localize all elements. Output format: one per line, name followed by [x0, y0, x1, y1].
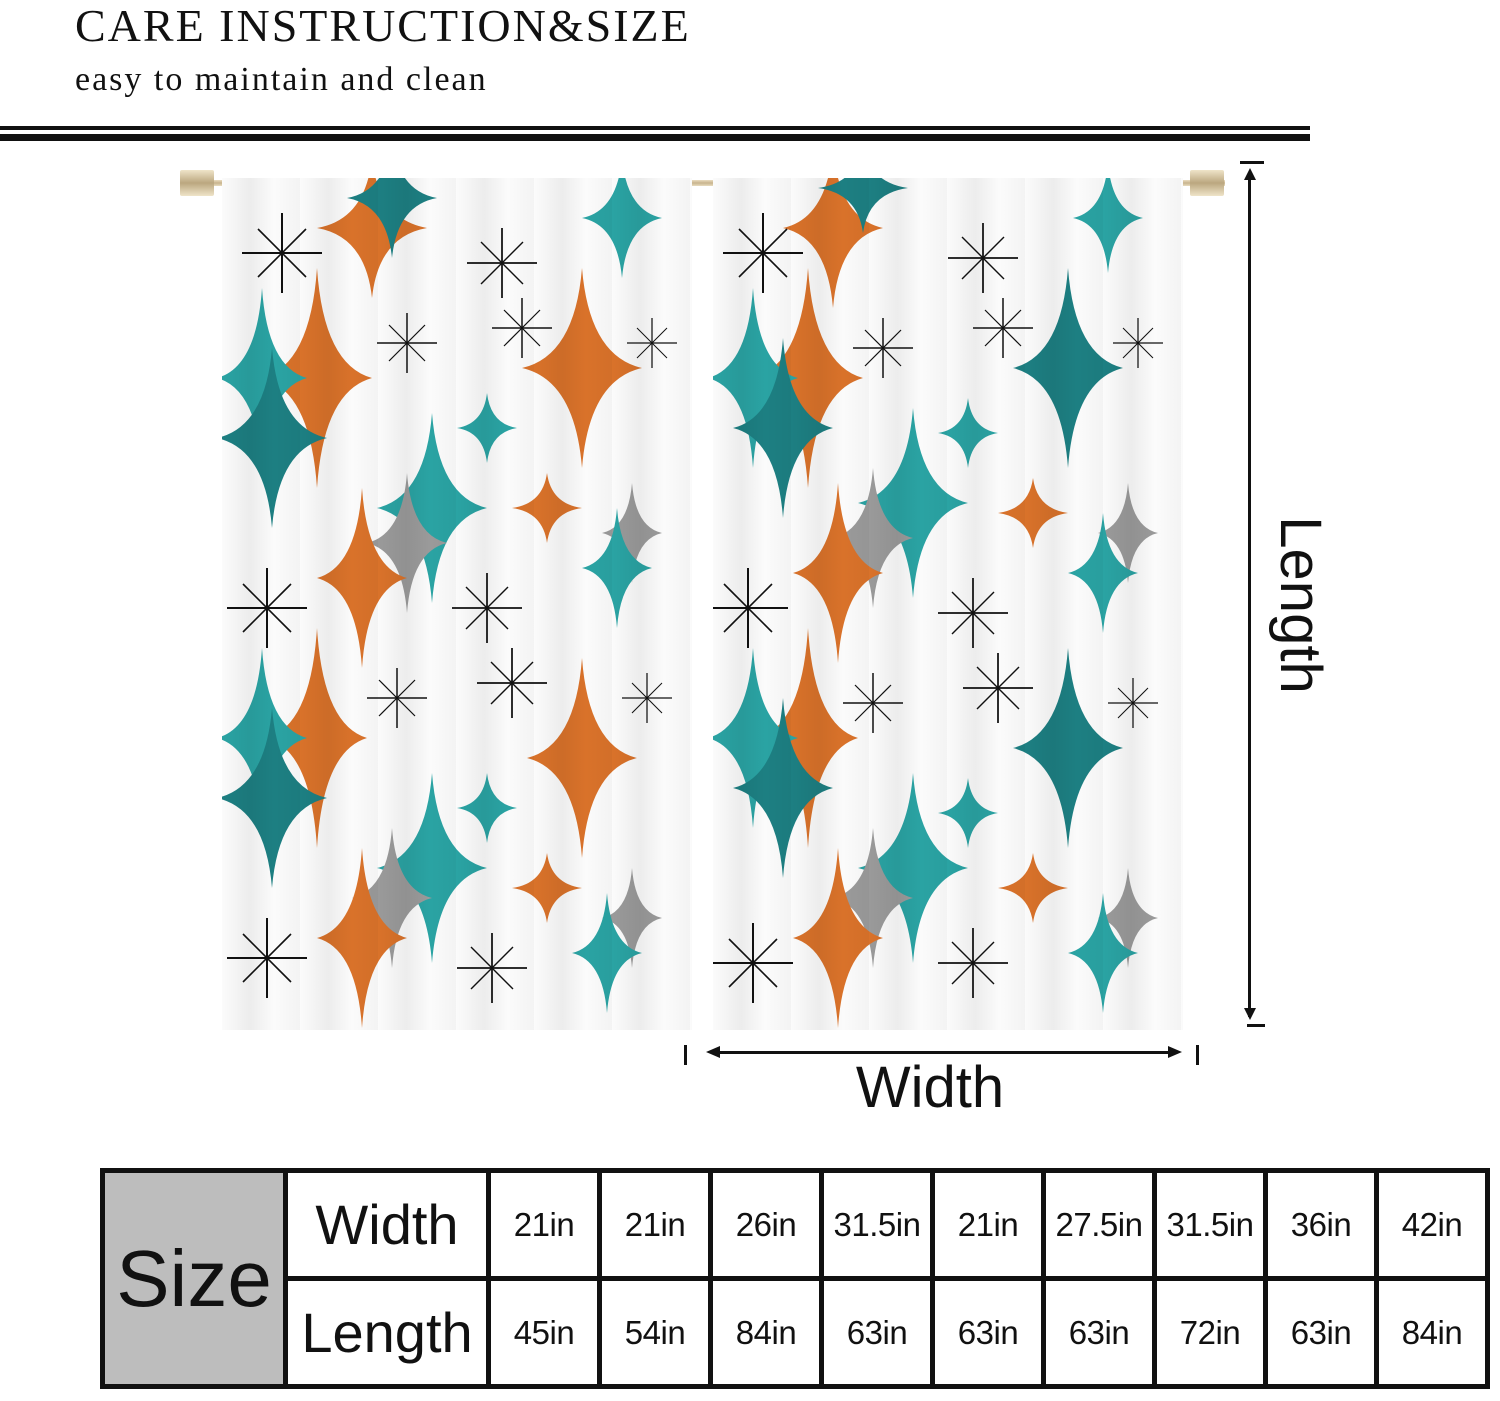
page-title: CARE INSTRUCTION&SIZE: [75, 0, 691, 51]
width-cell: 31.5in: [819, 1168, 935, 1281]
width-cell: 21in: [486, 1168, 602, 1281]
dimension-cap-icon: [1196, 1045, 1199, 1065]
length-cell: 63in: [1263, 1276, 1379, 1389]
fabric-folds: [222, 178, 692, 1030]
width-cell: 42in: [1374, 1168, 1490, 1281]
curtain-panel-right: [713, 178, 1183, 1030]
rod-finial-right: [1190, 170, 1224, 196]
size-table: Size Width 21in 21in 26in 31.5in 21in 27…: [100, 1168, 1490, 1389]
length-cell: 84in: [1374, 1276, 1490, 1389]
length-label: Length: [1268, 516, 1333, 694]
arrow-down-icon: [1244, 1008, 1256, 1020]
row-header-width: Width: [283, 1168, 491, 1281]
fabric-folds: [713, 178, 1183, 1030]
length-cell: 63in: [819, 1276, 935, 1389]
curtain-panel-left: [222, 178, 692, 1030]
width-label: Width: [855, 1055, 1005, 1120]
width-cell: 27.5in: [1041, 1168, 1157, 1281]
divider-thick: [0, 134, 1310, 141]
rod-finial-left: [180, 170, 214, 196]
curtain-rod: [180, 180, 1225, 186]
table-row-width: Size Width 21in 21in 26in 31.5in 21in 27…: [100, 1168, 1490, 1389]
width-cell: 21in: [597, 1168, 713, 1281]
length-cell: 54in: [597, 1276, 713, 1389]
dimension-line: [1248, 172, 1251, 1017]
width-cell: 31.5in: [1152, 1168, 1268, 1281]
length-cell: 72in: [1152, 1276, 1268, 1389]
dimension-cap-icon: [1247, 1024, 1265, 1027]
dimension-cap-icon: [1240, 161, 1264, 164]
dimension-cap-icon: [684, 1045, 687, 1065]
size-header: Size: [100, 1168, 288, 1389]
row-header-length: Length: [283, 1276, 491, 1389]
length-cell: 63in: [1041, 1276, 1157, 1389]
length-cell: 84in: [708, 1276, 824, 1389]
length-cell: 45in: [486, 1276, 602, 1389]
arrow-right-icon: [1168, 1046, 1182, 1058]
divider-thin: [0, 126, 1310, 130]
page-subtitle: easy to maintain and clean: [75, 61, 488, 98]
arrow-left-icon: [706, 1046, 720, 1058]
width-cell: 36in: [1263, 1168, 1379, 1281]
width-cell: 26in: [708, 1168, 824, 1281]
length-cell: 63in: [930, 1276, 1046, 1389]
dimension-line: [716, 1051, 1174, 1054]
width-cell: 21in: [930, 1168, 1046, 1281]
table-row-length: Length 45in 54in 84in 63in 63in 63in 72i…: [103, 1276, 1490, 1389]
